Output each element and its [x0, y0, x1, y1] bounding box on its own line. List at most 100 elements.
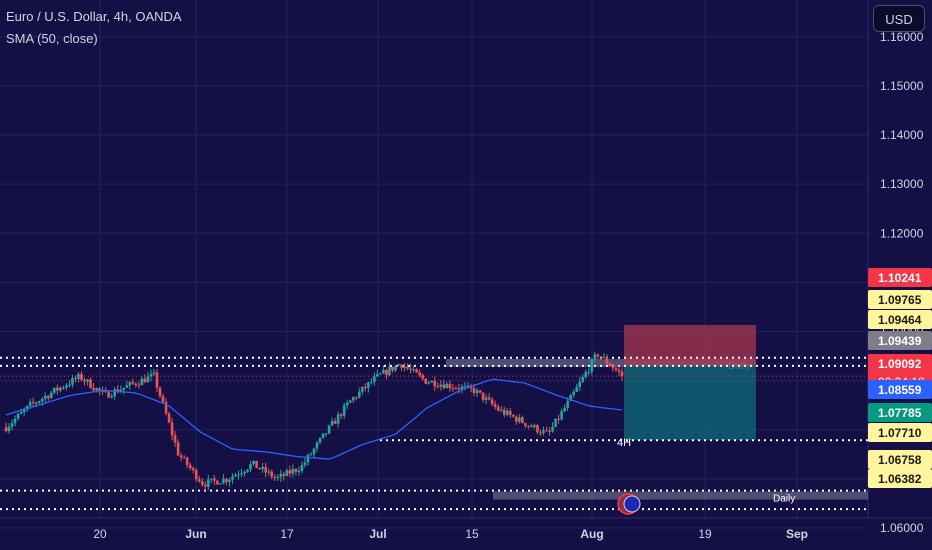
candle[interactable] [210, 478, 213, 480]
candle[interactable] [370, 381, 373, 383]
candle[interactable] [188, 465, 192, 469]
candle[interactable] [605, 357, 609, 364]
take-profit-zone[interactable] [624, 365, 756, 441]
candle[interactable] [409, 368, 412, 370]
candle[interactable] [590, 359, 594, 372]
candle[interactable] [345, 402, 349, 406]
candle[interactable] [542, 430, 545, 434]
candle[interactable] [596, 354, 600, 357]
candle[interactable] [216, 480, 219, 485]
candle[interactable] [92, 388, 95, 391]
candle[interactable] [608, 363, 612, 367]
candle[interactable] [324, 433, 328, 435]
candle[interactable] [288, 470, 292, 474]
candle[interactable] [463, 386, 467, 388]
candle[interactable] [548, 430, 551, 432]
candle[interactable] [569, 395, 572, 401]
candle[interactable] [478, 390, 482, 393]
candle[interactable] [185, 457, 189, 466]
candle[interactable] [140, 378, 144, 386]
price-axis-label[interactable] [868, 423, 932, 442]
candle[interactable] [246, 469, 249, 472]
candle[interactable] [170, 422, 174, 436]
candle[interactable] [533, 425, 536, 428]
candle[interactable] [318, 437, 322, 443]
candle[interactable] [382, 369, 385, 374]
candle[interactable] [10, 423, 14, 427]
candle[interactable] [442, 384, 446, 389]
candle[interactable] [113, 389, 117, 397]
candle[interactable] [282, 473, 286, 476]
candle[interactable] [252, 460, 255, 464]
candle[interactable] [518, 417, 521, 422]
candle[interactable] [327, 425, 331, 434]
candle[interactable] [418, 372, 421, 376]
candle[interactable] [312, 448, 316, 455]
price-axis-label[interactable] [868, 331, 932, 350]
candle[interactable] [31, 402, 35, 404]
candle[interactable] [22, 409, 26, 413]
price-axis-label[interactable] [868, 469, 932, 488]
candle[interactable] [264, 466, 267, 473]
candle[interactable] [403, 366, 406, 368]
candle[interactable] [149, 373, 153, 377]
candle[interactable] [95, 388, 98, 391]
daily-zone[interactable] [446, 359, 756, 368]
candle[interactable] [122, 387, 126, 390]
candle[interactable] [213, 478, 216, 481]
candle[interactable] [152, 372, 156, 374]
candle[interactable] [508, 410, 512, 415]
candle[interactable] [472, 388, 476, 394]
candle[interactable] [303, 462, 307, 466]
candle[interactable] [581, 376, 585, 382]
candle[interactable] [457, 388, 461, 390]
candle[interactable] [255, 460, 258, 469]
candle[interactable] [466, 385, 470, 387]
candle[interactable] [56, 387, 59, 391]
candle[interactable] [412, 369, 415, 371]
candle[interactable] [83, 379, 86, 382]
candle[interactable] [77, 374, 80, 380]
candle[interactable] [505, 410, 509, 415]
candle[interactable] [536, 425, 539, 433]
candle[interactable] [430, 380, 434, 383]
candle[interactable] [367, 382, 370, 389]
candle[interactable] [116, 389, 120, 393]
candle[interactable] [34, 402, 38, 404]
candle[interactable] [373, 376, 376, 382]
candle[interactable] [240, 473, 243, 475]
candle[interactable] [448, 383, 452, 389]
candle[interactable] [285, 470, 289, 476]
candle[interactable] [237, 474, 240, 476]
candle[interactable] [397, 364, 400, 366]
candle[interactable] [49, 392, 53, 399]
candle[interactable] [225, 478, 228, 482]
candle[interactable] [43, 395, 47, 399]
candle[interactable] [110, 396, 113, 398]
candle[interactable] [339, 414, 343, 416]
candle[interactable] [176, 442, 180, 456]
candle[interactable] [258, 468, 261, 470]
price-axis-label[interactable] [868, 403, 932, 422]
candle[interactable] [524, 422, 527, 426]
candle[interactable] [321, 433, 325, 438]
candle[interactable] [276, 477, 280, 479]
candle[interactable] [572, 391, 575, 396]
candle[interactable] [400, 364, 403, 368]
candle[interactable] [385, 369, 388, 375]
candle[interactable] [134, 383, 138, 386]
candle[interactable] [617, 369, 621, 372]
candle[interactable] [4, 427, 8, 432]
daily-zone[interactable] [493, 491, 868, 500]
candle[interactable] [578, 381, 582, 388]
candle[interactable] [273, 476, 277, 478]
candle[interactable] [155, 372, 159, 388]
indicator-legend[interactable]: SMA (50, close) [6, 31, 98, 46]
candle[interactable] [219, 483, 222, 485]
candle[interactable] [37, 401, 41, 403]
candle[interactable] [566, 400, 569, 408]
candle[interactable] [614, 368, 618, 370]
candle[interactable] [203, 484, 207, 487]
candle[interactable] [436, 386, 440, 388]
